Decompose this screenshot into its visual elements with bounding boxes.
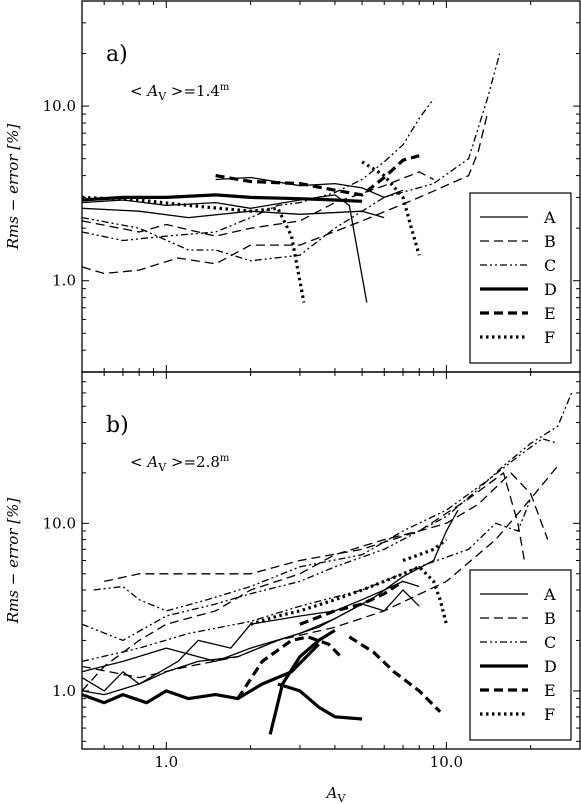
legend-label-D: D bbox=[544, 657, 557, 676]
series-line-D-10 bbox=[268, 628, 336, 735]
y-tick-label: 1.0 bbox=[52, 272, 76, 290]
legend-label-C: C bbox=[544, 633, 556, 652]
x-tick-label: 10.0 bbox=[430, 753, 463, 771]
series-line-F-10 bbox=[361, 160, 421, 256]
legend-label-A: A bbox=[543, 208, 556, 227]
series-line-C-8 bbox=[82, 498, 532, 663]
series-line-F-16 bbox=[402, 538, 448, 563]
series-line-B-4 bbox=[82, 171, 434, 237]
series-line-C-5 bbox=[82, 98, 435, 242]
series-group bbox=[82, 392, 573, 735]
series-line-B-5 bbox=[82, 465, 559, 679]
y-axis-label: Rms − error [%] bbox=[4, 124, 22, 251]
series-line-A-0 bbox=[82, 509, 459, 696]
series-line-E-13 bbox=[348, 635, 442, 713]
legend-box bbox=[469, 569, 572, 741]
legend-label-F: F bbox=[544, 705, 555, 724]
series-line-F-15 bbox=[250, 565, 448, 626]
annotation: < AV >=1.4m bbox=[130, 82, 230, 103]
series-line-B-4 bbox=[104, 472, 526, 583]
legend-label-E: E bbox=[544, 304, 556, 323]
series-group bbox=[82, 53, 501, 303]
annotation: < AV >=2.8m bbox=[130, 453, 230, 474]
panel-label: a) bbox=[106, 42, 128, 67]
series-line-A-1 bbox=[82, 589, 420, 673]
series-line-E-8 bbox=[215, 154, 420, 197]
y-tick-label: 1.0 bbox=[52, 682, 76, 700]
legend-label-A: A bbox=[543, 585, 556, 604]
legend-label-B: B bbox=[544, 609, 556, 628]
series-line-B-3 bbox=[82, 113, 488, 275]
legend-label-D: D bbox=[544, 280, 557, 299]
legend-label-F: F bbox=[544, 328, 555, 347]
series-line-C-6 bbox=[82, 53, 501, 262]
series-line-A-2 bbox=[215, 176, 404, 199]
y-tick-label: 10.0 bbox=[43, 97, 76, 115]
panel-b: 1.0 10.0 1.0 10.0 Rms − error [%] b)< AV >=2.… bbox=[4, 371, 581, 804]
x-tick-label: 1.0 bbox=[154, 753, 178, 771]
series-line-B-3 bbox=[82, 472, 549, 692]
series-line-D-11 bbox=[277, 682, 363, 721]
series-line-C-6 bbox=[82, 392, 573, 642]
y-tick-label: 10.0 bbox=[43, 514, 76, 532]
legend-box bbox=[469, 192, 572, 364]
series-line-A-2 bbox=[82, 580, 420, 692]
x-axis-label: AV bbox=[325, 784, 347, 804]
series-line-E-12 bbox=[236, 635, 343, 700]
series-line-D-9 bbox=[82, 643, 320, 705]
legend-label-B: B bbox=[544, 232, 556, 251]
legend-label-E: E bbox=[544, 681, 556, 700]
panel-a: 1.0 10.0 Rms − error [%] a)< AV >=1.4m ABCDE… bbox=[4, 0, 581, 373]
series-line-C-7 bbox=[93, 438, 558, 612]
y-axis-label: Rms − error [%] bbox=[4, 498, 22, 625]
series-line-F-9 bbox=[82, 195, 306, 303]
series-line-D-7 bbox=[82, 193, 363, 203]
panel-label: b) bbox=[106, 413, 129, 438]
legend-label-C: C bbox=[544, 256, 556, 275]
